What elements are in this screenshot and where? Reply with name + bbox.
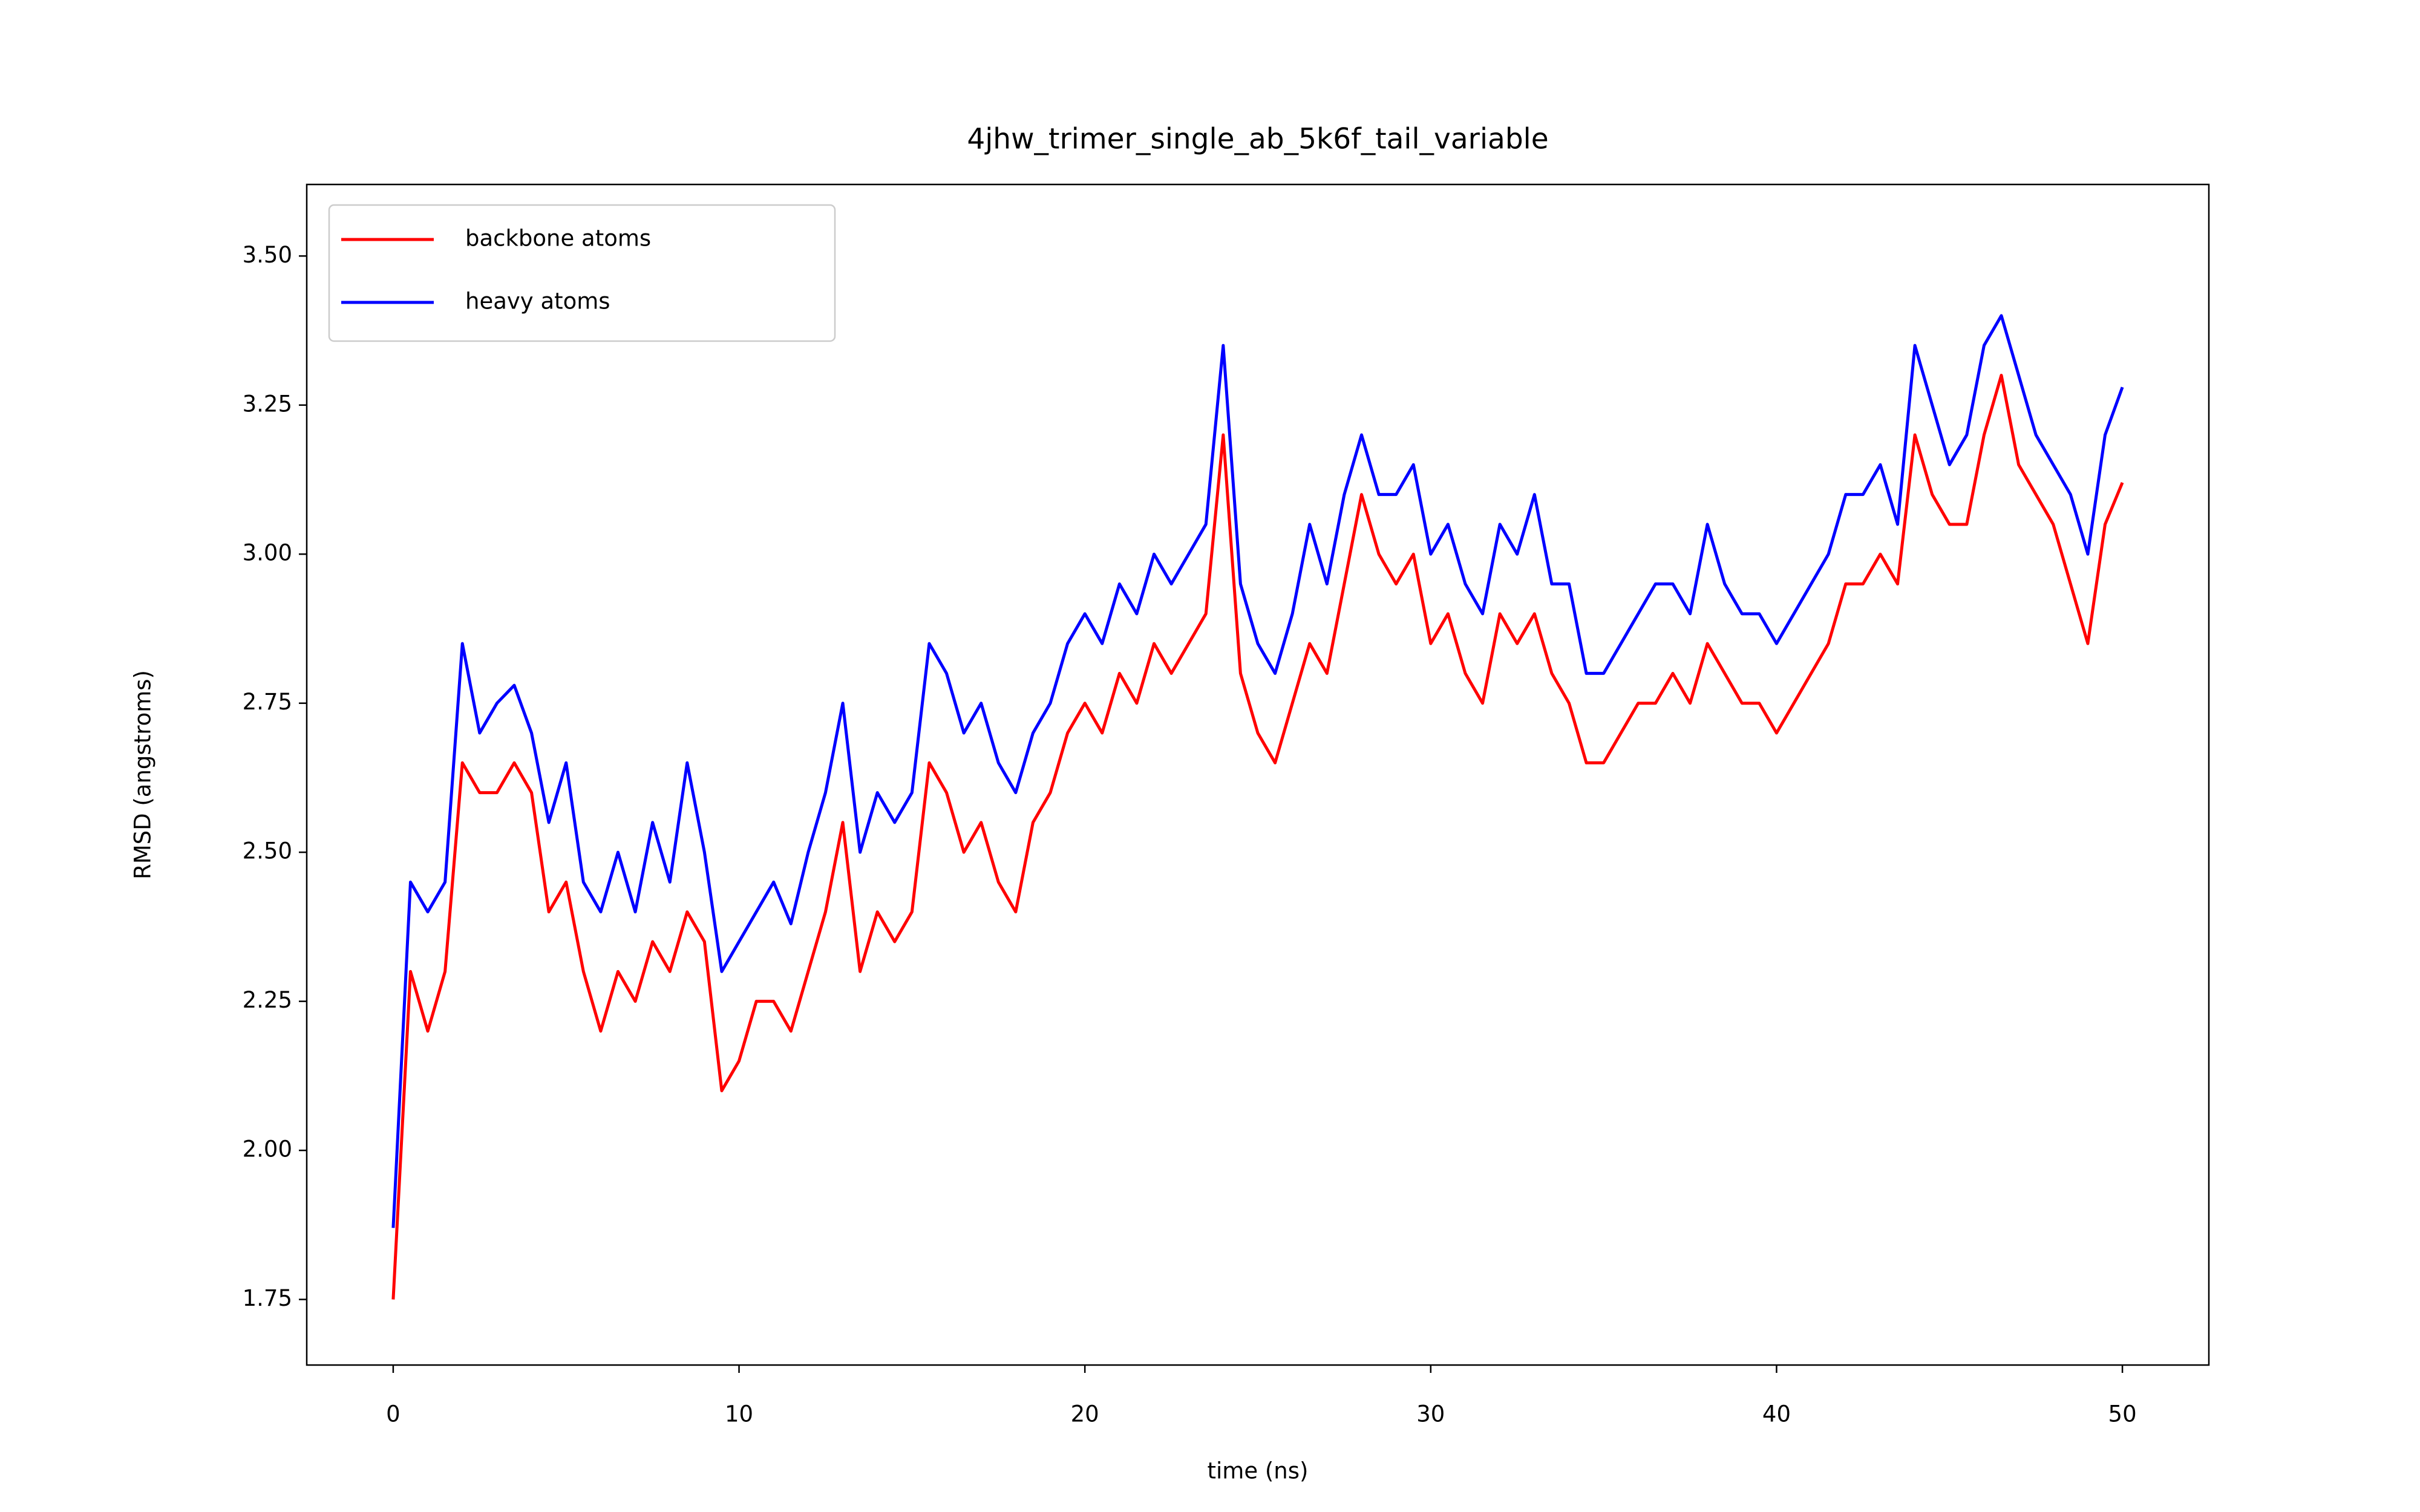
y-tick-label: 2.75 [243,689,292,715]
plot-frame [306,183,2210,1366]
x-tick-label: 20 [1071,1401,1099,1427]
y-axis-label: RMSD (angstroms) [130,670,156,879]
y-tick-label: 3.50 [243,242,292,268]
x-tick-label: 10 [725,1401,753,1427]
x-tick-label: 30 [1416,1401,1445,1427]
data-line [391,373,2124,1300]
data-line [391,314,2124,1228]
chart-title: 4jhw_trimer_single_ab_5k6f_tail_variable [967,123,1548,156]
x-tick-label: 40 [1762,1401,1791,1427]
legend-box [328,204,836,342]
legend-label: backbone atoms [465,226,651,252]
x-tick-label: 0 [386,1401,401,1427]
y-tick-label: 3.25 [243,391,292,417]
y-tick-label: 3.00 [243,540,292,566]
y-tick-label: 2.50 [243,838,292,864]
y-tick-label: 2.25 [243,987,292,1013]
legend-label: heavy atoms [465,288,610,314]
x-tick-label: 50 [2108,1401,2137,1427]
y-tick-label: 2.00 [243,1136,292,1162]
x-axis-label: time (ns) [1208,1458,1309,1484]
y-tick-label: 1.75 [243,1285,292,1311]
